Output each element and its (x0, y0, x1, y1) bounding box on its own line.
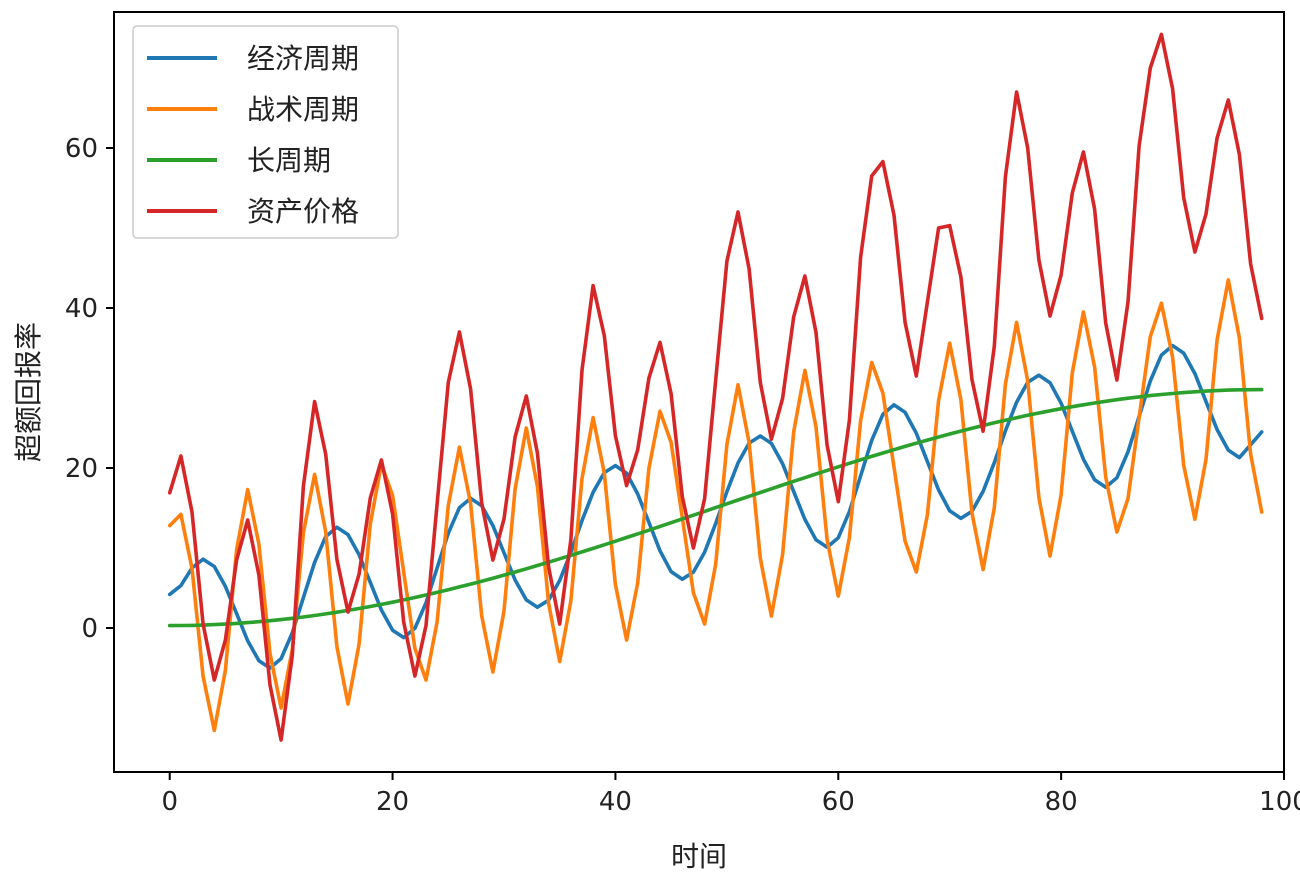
y-tick-label: 60 (65, 134, 98, 164)
y-axis: 0 20 40 60 (65, 134, 114, 644)
x-axis-label: 时间 (671, 840, 727, 873)
x-tick-label: 40 (599, 787, 632, 817)
legend-label-3: 资产价格 (247, 195, 359, 228)
legend-label-0: 经济周期 (247, 42, 359, 75)
legend-box (132, 25, 399, 239)
legend-label-2: 长周期 (247, 144, 331, 177)
legend-label-1: 战术周期 (247, 93, 359, 126)
x-tick-label: 80 (1045, 787, 1078, 817)
x-tick-label: 60 (822, 787, 855, 817)
plot-frame (113, 11, 1285, 773)
series-line-1 (167, 278, 1264, 733)
x-tick-label: 100 (1259, 787, 1300, 817)
x-tick-label: 20 (376, 787, 409, 817)
series-line-0 (167, 343, 1264, 670)
x-tick-label: 0 (161, 787, 178, 817)
series-line-2 (167, 387, 1264, 628)
y-tick-label: 40 (65, 294, 98, 324)
y-axis-label: 超额回报率 (12, 322, 45, 462)
y-tick-label: 20 (65, 454, 98, 484)
x-axis: 0 20 40 60 80 100 (161, 772, 1300, 817)
series-line-3 (167, 32, 1264, 742)
y-tick-label: 0 (81, 614, 98, 644)
